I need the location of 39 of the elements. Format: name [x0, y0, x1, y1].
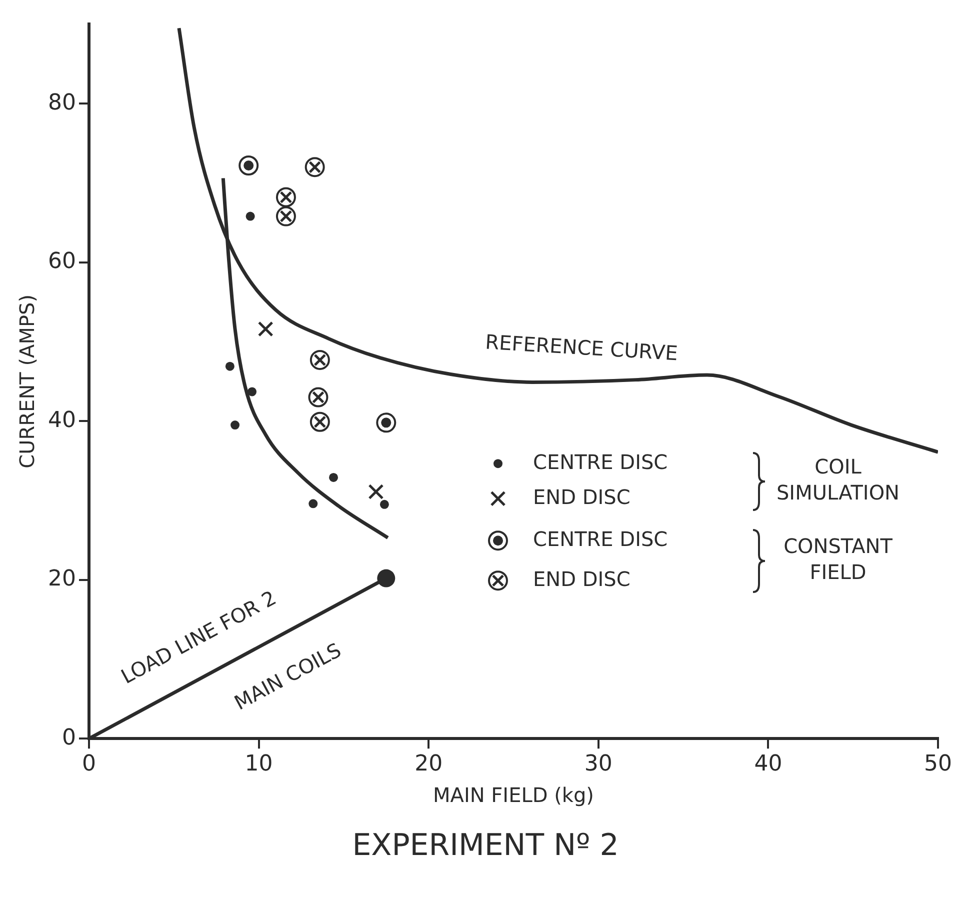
point [248, 387, 257, 396]
y-tick-label: 20 [48, 566, 76, 592]
annotation: COIL SIMULATION [776, 454, 900, 504]
point [304, 157, 325, 178]
y-axis-title: CURRENT (AMPS) [15, 294, 40, 468]
point [380, 500, 389, 509]
x-tick-label: 20 [414, 752, 443, 777]
x-tick-label: 40 [754, 752, 782, 777]
legend-label: END DISC [533, 566, 630, 591]
x-tick-label: 10 [244, 752, 273, 777]
x-tick-label: 0 [82, 752, 96, 777]
point [310, 412, 330, 432]
point [276, 206, 296, 226]
point [308, 499, 318, 508]
y-tick-label: 60 [48, 249, 76, 274]
y-tick-label: 0 [62, 725, 76, 750]
point [329, 472, 338, 482]
annotation: REFERENCE CURVE [484, 330, 678, 366]
x-tick-label: 30 [584, 752, 612, 777]
point [246, 212, 255, 221]
point [368, 484, 384, 500]
point [258, 321, 274, 337]
y-tick-label: 40 [48, 408, 76, 433]
point [276, 187, 296, 208]
legend-label: END DISC [533, 484, 630, 509]
point [310, 350, 330, 370]
point [238, 155, 259, 176]
point [225, 362, 234, 371]
legend-label: CENTRE DISC [533, 450, 668, 474]
point [308, 387, 328, 408]
point [376, 412, 396, 433]
legend-label: CENTRE DISC [533, 526, 668, 551]
point [377, 569, 396, 588]
x-axis-title: MAIN FIELD (kg) [433, 783, 594, 808]
text: EXPERIMENT Nº 2 [351, 828, 620, 863]
x-tick-label: 50 [924, 752, 952, 777]
annotation: CONSTANT FIELD [784, 534, 894, 584]
point [230, 420, 240, 430]
y-tick-label: 80 [48, 90, 76, 116]
